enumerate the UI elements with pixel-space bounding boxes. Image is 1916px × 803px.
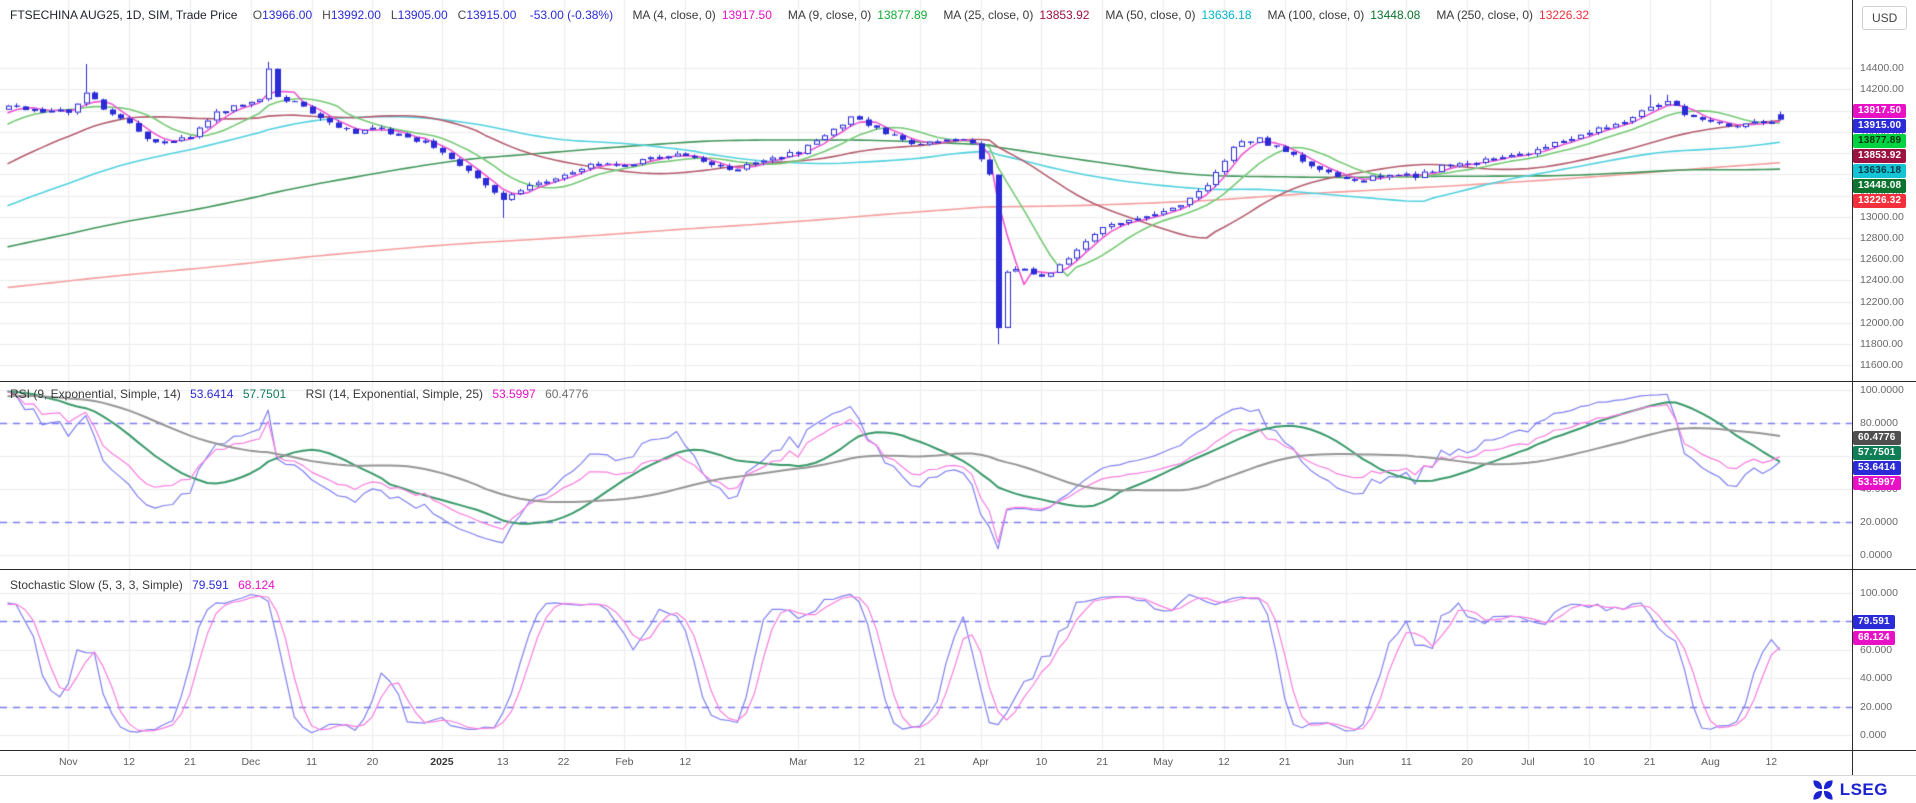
price-tag: 57.7501 — [1853, 446, 1901, 461]
x-axis-label: Jun — [1337, 756, 1355, 768]
y-axis-label: 80.0000 — [1860, 417, 1898, 429]
bottom-border — [0, 775, 1916, 776]
price-tag: 68.124 — [1853, 631, 1895, 646]
x-axis-label: Apr — [972, 756, 989, 768]
y-axis-label: 0.000 — [1860, 729, 1887, 741]
y-axis-label: 100.0000 — [1860, 384, 1904, 396]
y-axis-label: 100.000 — [1860, 587, 1898, 599]
x-axis-label: 21 — [913, 756, 926, 768]
ma-legend-item: MA (50, close, 0) 13636.18 — [1105, 8, 1252, 22]
y-axis-label: 20.0000 — [1860, 516, 1898, 528]
ohlc-values: O13966.00 H13992.00 L13905.00 C13915.00 — [253, 8, 527, 22]
y-axis-label: 11800.00 — [1860, 338, 1904, 351]
rsi14-label: RSI (14, Exponential, Simple, 25) — [305, 387, 483, 401]
x-axis-label: 10 — [1035, 756, 1048, 768]
stochastic-label: Stochastic Slow (5, 3, 3, Simple) — [10, 578, 183, 592]
y-axis-label: 60.000 — [1860, 643, 1893, 656]
price-tag: 13226.32 — [1853, 194, 1907, 209]
stochastic-header[interactable]: Stochastic Slow (5, 3, 3, Simple) 79.591… — [10, 578, 275, 592]
x-axis-label: 12 — [1218, 756, 1230, 768]
y-axis-label: 12000.00 — [1860, 316, 1904, 329]
rsi9-value: 53.6414 — [190, 387, 234, 401]
x-axis-label: 22 — [557, 756, 570, 768]
y-axis-label: 12600.00 — [1860, 253, 1904, 266]
price-tag: 13877.89 — [1853, 134, 1907, 149]
x-axis-label: 10 — [1582, 756, 1595, 768]
lseg-logo: LSEG — [1812, 779, 1888, 801]
x-axis-label: Nov — [58, 756, 78, 768]
y-axis-label: 14200.00 — [1860, 83, 1904, 96]
ma-legend-item: MA (100, close, 0) 13448.08 — [1267, 8, 1421, 22]
price-tag: 13853.92 — [1853, 149, 1907, 164]
x-axis-label: 12 — [123, 756, 135, 768]
x-axis-label: 11 — [1400, 756, 1412, 768]
y-axis-label: 0.0000 — [1860, 549, 1893, 561]
x-axis-label: 12 — [853, 756, 865, 768]
x-axis-label: Feb — [615, 756, 634, 768]
currency-button[interactable]: USD — [1862, 6, 1908, 30]
y-axis-label: 11600.00 — [1860, 359, 1904, 372]
x-axis-label: 21 — [1643, 756, 1656, 768]
stochastic-d-value: 68.124 — [238, 578, 275, 592]
rsi14-value: 53.5997 — [492, 387, 536, 401]
y-axis-label: 20.000 — [1860, 700, 1893, 713]
price-tag: 13915.00 — [1853, 119, 1907, 134]
lseg-logo-icon — [1813, 780, 1833, 800]
x-axis-label: 21 — [1278, 756, 1291, 768]
price-header[interactable]: FTSECHINA AUG25, 1D, SIM, Trade Price O1… — [10, 8, 1589, 22]
x-axis-label: 20 — [366, 756, 379, 768]
rsi14-signal-value: 60.4776 — [545, 387, 589, 401]
time-scale-border — [0, 750, 1916, 751]
x-axis-label: May — [1153, 756, 1174, 768]
price-tag: 13448.08 — [1853, 179, 1907, 194]
price-tag: 60.4776 — [1853, 431, 1901, 446]
ohlc-segment: H13992.00 — [322, 8, 381, 22]
ohlc-segment: C13915.00 — [457, 8, 517, 22]
symbol-title: FTSECHINA AUG25, 1D, SIM, Trade Price — [10, 8, 238, 22]
rsi9-signal-value: 57.7501 — [242, 387, 287, 401]
price-tag: 53.6414 — [1853, 461, 1901, 476]
x-axis-label: 12 — [1765, 756, 1778, 768]
x-axis-label: Jul — [1521, 756, 1535, 768]
x-axis-label: 20 — [1461, 756, 1474, 768]
change-value: -53.00 (-0.38%) — [529, 8, 614, 22]
y-axis-label: 12800.00 — [1860, 232, 1904, 245]
x-axis-label: Aug — [1701, 756, 1720, 768]
y-axis-label: 12400.00 — [1860, 274, 1904, 287]
price-tag: 79.591 — [1853, 614, 1895, 629]
lseg-brand-text: LSEG — [1839, 780, 1888, 799]
x-axis-label: 2025 — [430, 756, 454, 768]
x-axis-label: 13 — [496, 756, 509, 768]
ma-legend-item: MA (4, close, 0) 13917.50 — [632, 8, 772, 22]
y-axis-label: 40.000 — [1860, 672, 1893, 685]
ma-legend-item: MA (25, close, 0) 13853.92 — [943, 8, 1090, 22]
ma-legend-item: MA (250, close, 0) 13226.32 — [1436, 8, 1590, 22]
y-axis-label: 13000.00 — [1860, 210, 1904, 223]
x-axis-label: 11 — [306, 756, 318, 768]
price-tag: 13917.50 — [1853, 104, 1907, 119]
x-axis-label: 21 — [184, 756, 196, 768]
price-tag: 53.5997 — [1853, 476, 1901, 491]
y-axis-label: 12200.00 — [1860, 295, 1904, 308]
x-axis-label: 21 — [1096, 756, 1109, 768]
time-scale[interactable] — [0, 750, 1852, 775]
y-axis-label: 14400.00 — [1860, 62, 1904, 75]
rsi-header[interactable]: RSI (9, Exponential, Simple, 14) 53.6414… — [10, 387, 588, 401]
stochastic-k-value: 79.591 — [192, 578, 229, 592]
ma-legend: MA (4, close, 0) 13917.50 MA (9, close, 0)… — [616, 8, 1589, 22]
rsi9-label: RSI (9, Exponential, Simple, 14) — [10, 387, 181, 401]
panel-separator-1[interactable] — [0, 381, 1916, 382]
ma-legend-item: MA (9, close, 0) 13877.89 — [787, 8, 928, 22]
x-axis-label: 12 — [679, 756, 692, 768]
price-tag: 13636.18 — [1853, 164, 1907, 179]
ohlc-segment: L13905.00 — [390, 8, 448, 22]
ohlc-segment: O13966.00 — [252, 8, 313, 22]
x-axis-label: Dec — [241, 756, 261, 768]
x-axis-label: Mar — [789, 756, 808, 768]
price-scale-border — [1852, 0, 1853, 775]
panel-separator-2[interactable] — [0, 569, 1916, 570]
